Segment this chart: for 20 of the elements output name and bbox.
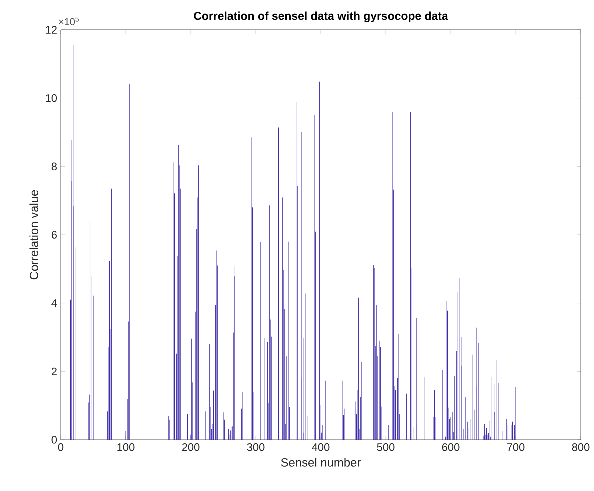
y-tick-label: 6 xyxy=(52,231,57,239)
y-tick-label: 0 xyxy=(52,436,58,444)
x-tick-label: 100 xyxy=(118,444,135,452)
x-tick-label: 400 xyxy=(312,444,330,452)
x-tick-label: 300 xyxy=(247,444,265,452)
y-tick-label: 10 xyxy=(46,94,58,102)
x-tick-label: 200 xyxy=(182,444,200,452)
chart-title: Correlation of sensel data with gyrsocope data xyxy=(194,12,448,22)
y-tick-label: 2 xyxy=(52,368,57,376)
x-axis-title: Sensel number xyxy=(281,458,361,467)
x-tick-label: 0 xyxy=(58,444,64,452)
y-axis-title: Correlation value xyxy=(30,190,38,280)
x-tick-label: 600 xyxy=(442,444,460,452)
y-tick-label: 4 xyxy=(52,300,58,308)
x-tick-label: 700 xyxy=(507,444,525,452)
y-tick-label: 8 xyxy=(52,162,57,171)
text: ×10$^{5}$ xyxy=(59,16,79,26)
y-tick-label: 12 xyxy=(46,26,57,34)
x-tick-label: 500 xyxy=(377,444,395,452)
x-tick-label: 800 xyxy=(572,444,590,452)
